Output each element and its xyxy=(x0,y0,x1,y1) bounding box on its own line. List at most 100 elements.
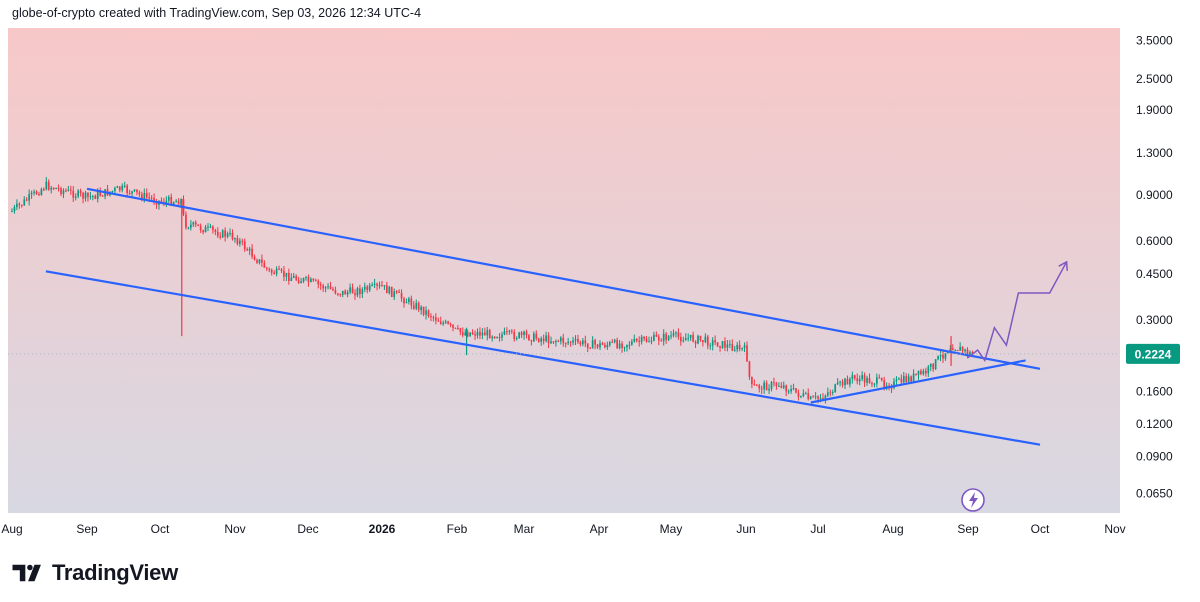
candle-body xyxy=(190,224,192,228)
candle-body xyxy=(746,345,748,362)
candle-body xyxy=(141,194,143,200)
candle-body xyxy=(959,346,961,351)
candle-body xyxy=(133,189,136,192)
candle-body xyxy=(239,240,241,244)
candle-body xyxy=(187,227,190,229)
candle-body xyxy=(69,189,72,191)
candle-body xyxy=(430,316,432,318)
candle-body xyxy=(537,338,540,342)
candle-body xyxy=(464,332,467,336)
candle-body xyxy=(486,330,489,336)
candle-body xyxy=(427,310,430,317)
candle-body xyxy=(733,349,736,351)
candle-body xyxy=(388,286,391,294)
candle-body xyxy=(305,277,307,279)
candle-body xyxy=(586,343,589,348)
candle-body xyxy=(792,388,795,390)
candle-body xyxy=(420,306,422,311)
x-tick-label: Jul xyxy=(810,522,825,536)
x-tick-label: May xyxy=(660,522,683,536)
candle-body xyxy=(319,284,322,286)
candle-body xyxy=(675,332,677,334)
candle-body xyxy=(444,321,447,323)
candle-body xyxy=(28,194,30,201)
x-tick-label: Aug xyxy=(882,522,903,536)
candle-body xyxy=(768,388,770,391)
x-tick-label: Sep xyxy=(76,522,98,536)
x-tick-label: Dec xyxy=(297,522,318,536)
candle-body xyxy=(535,333,538,339)
candle-body xyxy=(812,396,814,398)
candle-body xyxy=(241,240,244,242)
candle-body xyxy=(954,350,957,352)
candle-body xyxy=(572,340,574,343)
candle-body xyxy=(390,286,393,297)
candle-body xyxy=(310,278,312,283)
x-tick-label: Apr xyxy=(590,522,609,536)
candle-body xyxy=(292,276,295,278)
candle-body xyxy=(640,336,643,342)
candle-body xyxy=(893,381,895,389)
candle-body xyxy=(699,335,702,341)
candle-body xyxy=(55,187,57,190)
candle-body xyxy=(601,343,604,345)
candle-body xyxy=(645,338,648,342)
candle-body xyxy=(721,341,724,349)
candle-body xyxy=(312,278,315,281)
candle-body xyxy=(736,344,739,350)
flash-icon[interactable] xyxy=(961,488,985,512)
candle-body xyxy=(927,366,930,374)
candle-body xyxy=(327,286,329,288)
candle-body xyxy=(363,286,366,290)
candle-body xyxy=(67,189,70,191)
candle-body xyxy=(880,378,883,381)
candle-body xyxy=(665,333,667,340)
candle-body xyxy=(807,393,810,400)
candle-body xyxy=(47,181,50,190)
candle-body xyxy=(18,203,21,205)
candle-body xyxy=(540,338,543,342)
candle-body xyxy=(221,230,224,238)
candle-body xyxy=(631,341,633,345)
candle-body xyxy=(650,340,653,342)
candle-body xyxy=(900,378,903,383)
candle-body xyxy=(814,396,817,398)
candle-body xyxy=(351,287,354,294)
candle-body xyxy=(876,377,878,384)
tradingview-brand: TradingView xyxy=(12,560,178,586)
candle-body xyxy=(234,238,236,240)
x-tick-label: Oct xyxy=(1031,522,1050,536)
candle-body xyxy=(547,335,550,344)
candle-body xyxy=(177,200,180,205)
candle-body xyxy=(493,336,496,338)
candle-body xyxy=(753,384,756,386)
candle-body xyxy=(787,391,790,393)
candle-body xyxy=(775,382,778,386)
candle-body xyxy=(626,344,628,348)
candle-body xyxy=(608,342,611,346)
candle-body xyxy=(702,340,704,343)
candle-body xyxy=(371,284,373,286)
x-tick-label: Sep xyxy=(957,522,979,536)
candle-body xyxy=(863,375,866,383)
candle-body xyxy=(748,361,751,377)
candle-body xyxy=(839,381,841,383)
candle-body xyxy=(689,334,692,339)
candle-body xyxy=(400,292,403,299)
channel-lower-line xyxy=(45,270,1041,446)
candle-body xyxy=(628,344,631,346)
candle-body xyxy=(332,288,334,291)
tradingview-logo-icon xyxy=(12,564,41,582)
candle-body xyxy=(339,293,342,295)
candle-body xyxy=(324,287,327,289)
candle-body xyxy=(550,341,552,344)
candle-body xyxy=(648,341,650,343)
y-tick-label: 0.4500 xyxy=(1136,267,1173,281)
candle-body xyxy=(800,395,802,397)
candle-body xyxy=(126,185,128,193)
candle-body xyxy=(454,327,457,329)
candle-body xyxy=(569,341,572,343)
candle-body xyxy=(366,286,369,291)
candle-body xyxy=(160,200,163,202)
candle-body xyxy=(295,276,298,280)
